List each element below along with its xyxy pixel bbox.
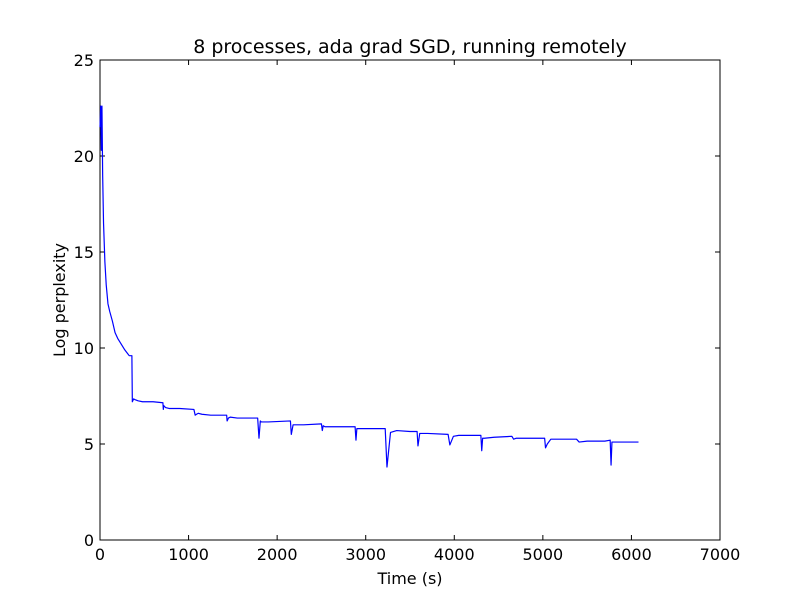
y-tick-label: 20 <box>74 147 94 166</box>
y-tick-label: 25 <box>74 51 94 70</box>
x-tick-label: 7000 <box>700 545 741 564</box>
series-line <box>99 105 639 468</box>
x-tick-label: 1000 <box>168 545 209 564</box>
y-tick-label: 15 <box>74 243 94 262</box>
y-tick-label: 5 <box>84 435 94 454</box>
plot-area <box>99 59 721 541</box>
y-tick-label: 10 <box>74 339 94 358</box>
x-tick-label: 4000 <box>434 545 475 564</box>
y-tick-labels: 0 5 10 15 20 25 <box>74 51 94 550</box>
x-tick-label: 0 <box>95 545 105 564</box>
chart-title: 8 processes, ada grad SGD, running remot… <box>193 36 627 58</box>
x-tick-label: 5000 <box>522 545 563 564</box>
x-tick-labels: 0 1000 2000 3000 4000 5000 6000 7000 <box>95 545 740 564</box>
x-axis-label: Time (s) <box>376 569 442 588</box>
y-axis-label: Log perplexity <box>50 243 69 357</box>
x-tick-label: 6000 <box>611 545 652 564</box>
x-tick-label: 2000 <box>257 545 298 564</box>
x-tick-label: 3000 <box>345 545 386 564</box>
y-tick-label: 0 <box>84 531 94 550</box>
